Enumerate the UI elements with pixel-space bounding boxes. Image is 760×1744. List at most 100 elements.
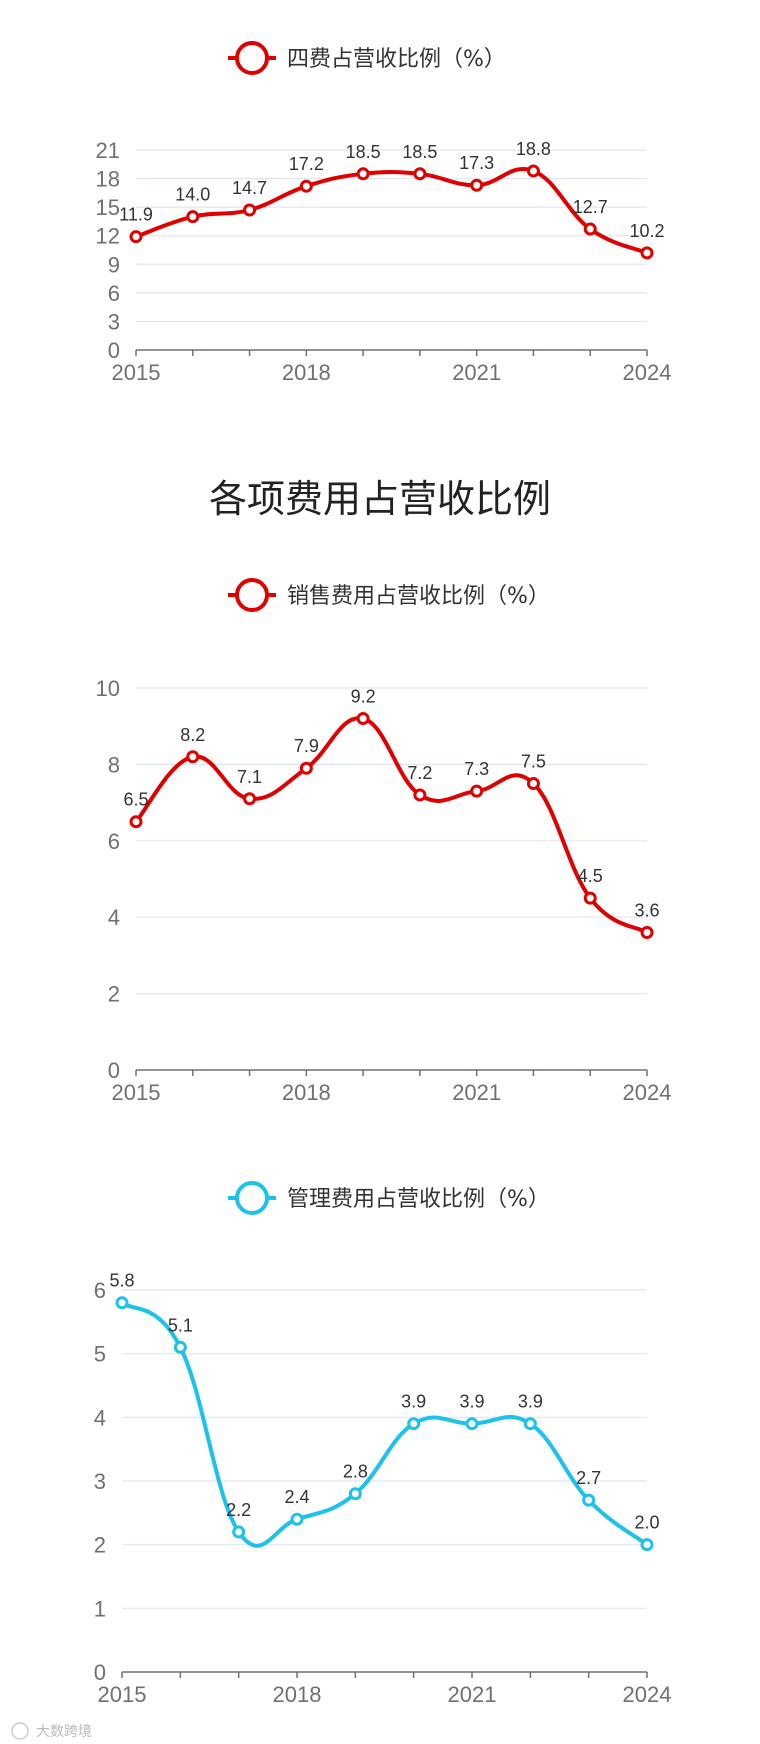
data-label: 17.2 [289,154,324,174]
x-tick-label: 2015 [112,1080,161,1105]
data-label: 14.0 [175,185,210,205]
data-point[interactable] [582,1493,596,1507]
data-label: 2.7 [576,1468,601,1488]
data-point[interactable] [243,203,257,217]
chart-2: 销售费用占营收比例（%） 0 2 4 6 8 10 2015 2018 2021 2024 6.5 8.… [96,578,672,1105]
y-tick-label: 1 [94,1596,106,1621]
y-tick-label: 8 [108,752,120,777]
data-point[interactable] [407,1417,421,1431]
data-label: 8.2 [180,725,205,745]
data-point[interactable] [465,1417,479,1431]
y-tick-label: 6 [108,281,120,306]
x-tick-label: 2015 [112,360,161,385]
data-point[interactable] [470,178,484,192]
data-label: 5.1 [168,1315,193,1335]
legend-circle-icon [235,1181,269,1215]
y-tick-label: 0 [108,1058,120,1083]
data-point[interactable] [523,1417,537,1431]
data-point[interactable] [413,167,427,181]
data-point[interactable] [583,222,597,236]
x-tick-label: 2024 [623,360,672,385]
data-label: 3.9 [401,1392,426,1412]
y-tick-label: 0 [94,1660,106,1685]
y-tick-label: 2 [94,1533,106,1558]
y-tick-label: 9 [108,252,120,277]
y-tick-label: 15 [96,195,120,220]
legend-circle-icon [235,41,269,75]
data-point[interactable] [290,1512,304,1526]
data-label: 9.2 [351,687,376,707]
series-line [134,716,649,935]
data-label: 3.9 [459,1392,484,1412]
data-point[interactable] [640,246,654,260]
y-tick-label: 3 [94,1469,106,1494]
y-tick-label: 5 [94,1342,106,1367]
legend[interactable]: 销售费用占营收比例（%） [228,578,550,612]
y-tick-label: 21 [96,138,120,163]
legend[interactable]: 四费占营收比例（%） [228,41,506,75]
x-tick-label: 2024 [623,1682,672,1707]
x-tick-label: 2018 [273,1682,322,1707]
data-point[interactable] [470,784,484,798]
legend-label: 四费占营收比例（%） [287,47,506,72]
data-label: 18.8 [516,139,551,159]
data-point[interactable] [115,1296,129,1310]
watermark-text: 大数跨境 [36,1724,92,1740]
y-tick-label: 3 [108,309,120,334]
data-label: 6.5 [123,790,148,810]
y-tick-label: 6 [108,829,120,854]
data-label: 14.7 [232,178,267,198]
data-point[interactable] [232,1525,246,1539]
chart-3: 管理费用占营收比例（%） 0 1 2 3 4 5 6 2015 2018 2021 2024 5.8 5.… [94,1181,672,1707]
x-tick-label: 2021 [452,360,501,385]
data-point[interactable] [356,712,370,726]
data-point[interactable] [299,179,313,193]
data-label: 2.2 [226,1500,251,1520]
data-point[interactable] [413,788,427,802]
data-point[interactable] [186,210,200,224]
watermark-logo-icon [11,1722,29,1740]
data-label: 10.2 [629,221,664,241]
data-label: 2.8 [343,1462,368,1482]
data-point[interactable] [129,230,143,244]
section-title: 各项费用占营收比例 [209,477,551,521]
y-tick-label: 0 [108,338,120,363]
legend-label: 管理费用占营收比例（%） [287,1187,550,1212]
data-point[interactable] [640,1538,654,1552]
data-label: 2.4 [284,1487,309,1507]
data-point[interactable] [129,815,143,829]
data-point[interactable] [243,792,257,806]
data-label: 18.5 [346,142,381,162]
legend[interactable]: 管理费用占营收比例（%） [228,1181,550,1215]
data-label: 2.0 [634,1513,659,1533]
legend-circle-icon [235,578,269,612]
data-label: 5.8 [109,1271,134,1291]
data-point[interactable] [356,167,370,181]
x-tick-label: 2024 [623,1080,672,1105]
data-label: 3.9 [518,1392,543,1412]
data-point[interactable] [186,750,200,764]
legend-label: 销售费用占营收比例（%） [287,584,550,609]
data-label: 12.7 [573,197,608,217]
data-point[interactable] [526,777,540,790]
data-label: 17.3 [459,153,494,173]
data-point[interactable] [526,164,540,178]
y-tick-label: 10 [96,676,120,701]
data-label: 7.1 [237,767,262,787]
data-point[interactable] [299,761,313,775]
data-label: 3.6 [634,900,659,920]
data-label: 4.5 [578,866,603,886]
series-line [135,167,648,255]
data-point[interactable] [348,1487,362,1501]
data-point[interactable] [173,1340,187,1354]
y-tick-label: 4 [94,1405,106,1430]
x-tick-label: 2015 [98,1682,147,1707]
x-tick-label: 2018 [282,1080,331,1105]
data-point[interactable] [583,891,597,905]
x-tick-label: 2021 [452,1080,501,1105]
data-label: 7.2 [407,763,432,783]
y-tick-label: 6 [94,1278,106,1303]
chart-1: 四费占营收比例（%） 0 3 6 9 12 15 18 21 2015 2018 2021 2024 11… [96,41,672,385]
data-point[interactable] [640,925,654,939]
